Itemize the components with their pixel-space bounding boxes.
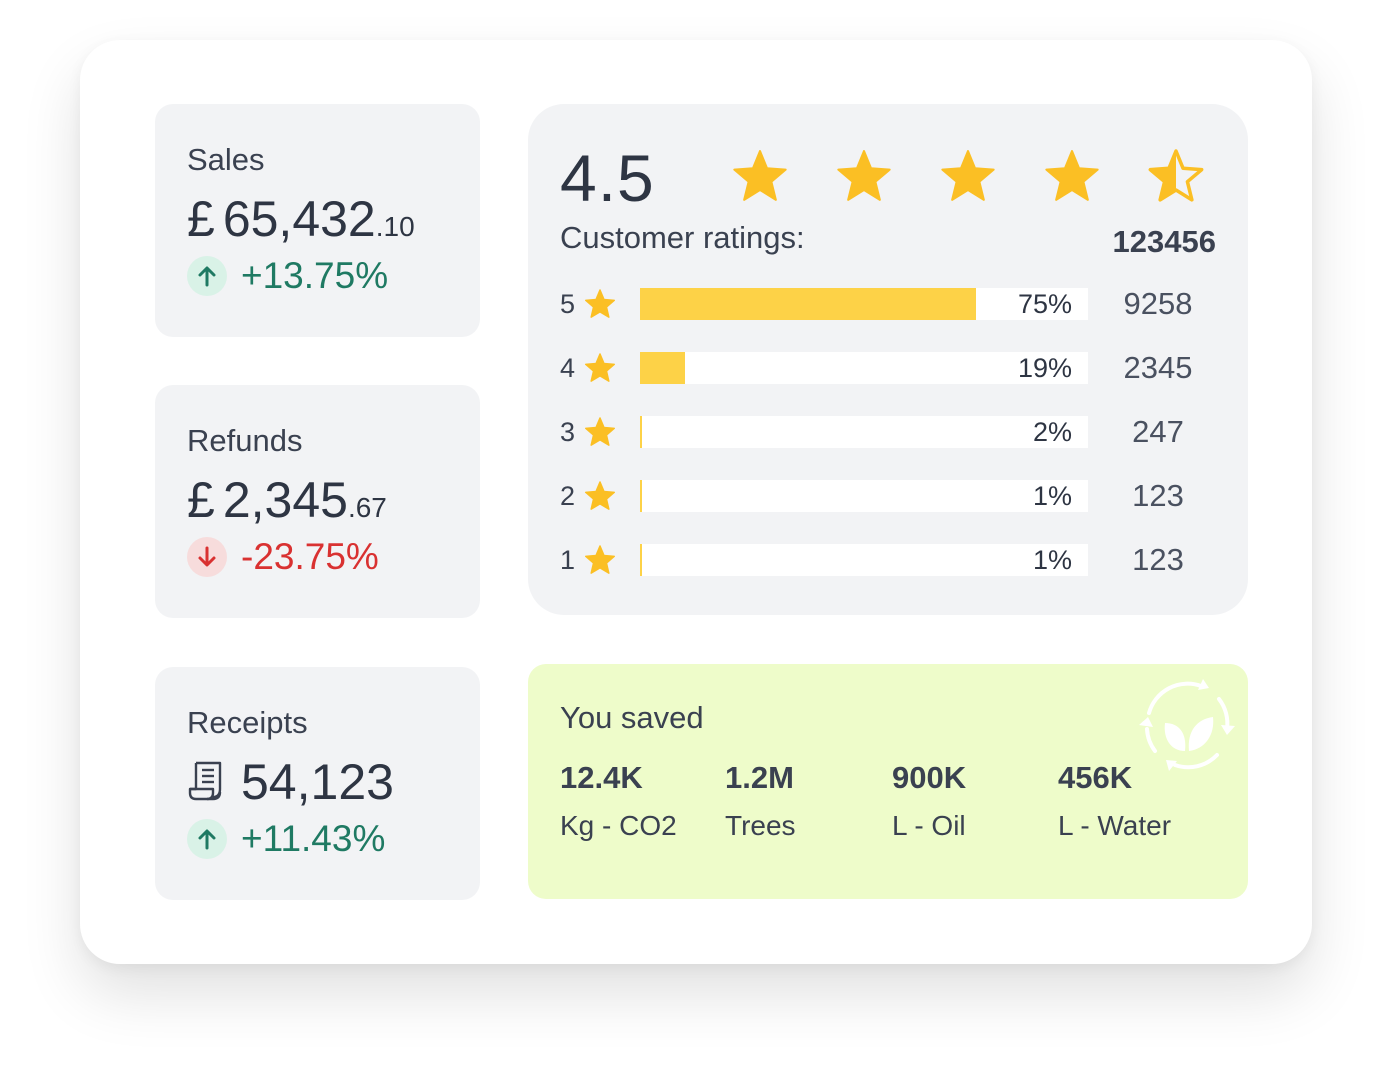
receipts-label: Receipts [187,705,308,740]
rating-count: 9258 [1123,286,1193,321]
savings-panel: You saved 12.4K Kg - CO2 1.2 [528,664,1248,899]
refunds-label: Refunds [187,423,303,458]
savings-label: L - Water [1058,810,1172,841]
rating-count: 2345 [1123,350,1193,385]
star-icon [584,288,616,325]
ratings-label: Customer ratings: [560,220,805,255]
rating-bar-fill [640,480,642,512]
rating-count: 123 [1132,478,1184,513]
star-icon [584,352,616,389]
rating-row-3: 3 2% 247 [560,416,1220,448]
star-icon [584,416,616,453]
rating-percent: 19% [1017,353,1072,383]
rating-percent: 1% [1032,481,1072,511]
rating-row-stars: 4 [560,353,576,383]
rating-row-stars: 2 [560,481,576,511]
rating-percent: 1% [1032,545,1072,575]
receipts-change: +11.43% [187,818,386,859]
savings-title: You saved [560,700,704,735]
rating-bar-track: 1% [640,544,1088,576]
savings-item: 1.2M Trees [725,760,796,842]
rating-bar-track: 75% [640,288,1088,320]
dashboard-card: Sales £65,432.10 +13.75% Refunds £2,345.… [80,40,1312,964]
rating-row-5: 5 75% 9258 [560,288,1220,320]
refunds-currency: £ [187,472,215,528]
star-filled-icon [836,148,892,209]
savings-label: L - Oil [892,810,966,841]
savings-value: 12.4K [560,760,643,795]
rating-percent: 2% [1032,417,1072,447]
rating-bar-fill [640,544,642,576]
sales-change-text: +13.75% [241,255,389,296]
rating-row-stars: 3 [560,417,576,447]
refunds-value: £2,345.67 [187,471,387,529]
star-filled-icon [940,148,996,209]
refunds-change-text: -23.75% [241,536,379,577]
savings-item: 456K L - Water [1058,760,1171,842]
savings-value: 1.2M [725,760,794,795]
star-half-icon [1148,148,1204,209]
rating-row-2: 2 1% 123 [560,480,1220,512]
savings-label: Trees [725,810,796,841]
receipts-panel[interactable]: Receipts 54,123 +11.43% [155,667,480,900]
star-filled-icon [1044,148,1100,209]
receipts-value: 54,123 [187,753,394,815]
ratings-total: 123456 [1112,224,1216,259]
savings-value: 456K [1058,760,1133,795]
star-icon [584,480,616,517]
average-stars [732,148,1208,208]
arrow-up-icon [187,256,227,296]
ratings-panel: 4.5 Customer ratings: 123456 5 75% 9258 4 19… [528,104,1248,615]
savings-item: 12.4K Kg - CO2 [560,760,677,842]
savings-label: Kg - CO2 [560,810,677,841]
rating-percent: 75% [1017,289,1072,319]
rating-row-4: 4 19% 2345 [560,352,1220,384]
rating-count: 247 [1132,414,1184,449]
refunds-whole: 2,345 [222,472,348,528]
receipts-number: 54,123 [241,754,394,810]
sales-currency: £ [187,191,215,247]
rating-bar-track: 19% [640,352,1088,384]
sales-label: Sales [187,142,265,177]
rating-bar-fill [640,352,685,384]
rating-row-1: 1 1% 123 [560,544,1220,576]
eco-recycle-leaf-icon [1131,669,1243,786]
rating-count: 123 [1132,542,1184,577]
sales-whole: 65,432 [222,191,376,247]
sales-panel[interactable]: Sales £65,432.10 +13.75% [155,104,480,337]
refunds-fraction: .67 [347,492,387,523]
rating-row-stars: 1 [560,545,576,575]
rating-row-stars: 5 [560,289,576,319]
star-filled-icon [732,148,788,209]
receipt-icon [187,757,227,815]
savings-value: 900K [892,760,967,795]
arrow-up-icon [187,819,227,859]
rating-bar-track: 1% [640,480,1088,512]
rating-bar-fill [640,416,642,448]
sales-change: +13.75% [187,255,389,296]
refunds-panel[interactable]: Refunds £2,345.67 -23.75% [155,385,480,618]
rating-bar-track: 2% [640,416,1088,448]
refunds-change: -23.75% [187,536,379,577]
sales-value: £65,432.10 [187,190,415,248]
sales-fraction: .10 [375,211,415,242]
arrow-down-icon [187,537,227,577]
savings-item: 900K L - Oil [892,760,966,842]
rating-bar-fill [640,288,976,320]
receipts-change-text: +11.43% [241,818,386,859]
star-icon [584,544,616,581]
average-rating: 4.5 [560,141,655,215]
